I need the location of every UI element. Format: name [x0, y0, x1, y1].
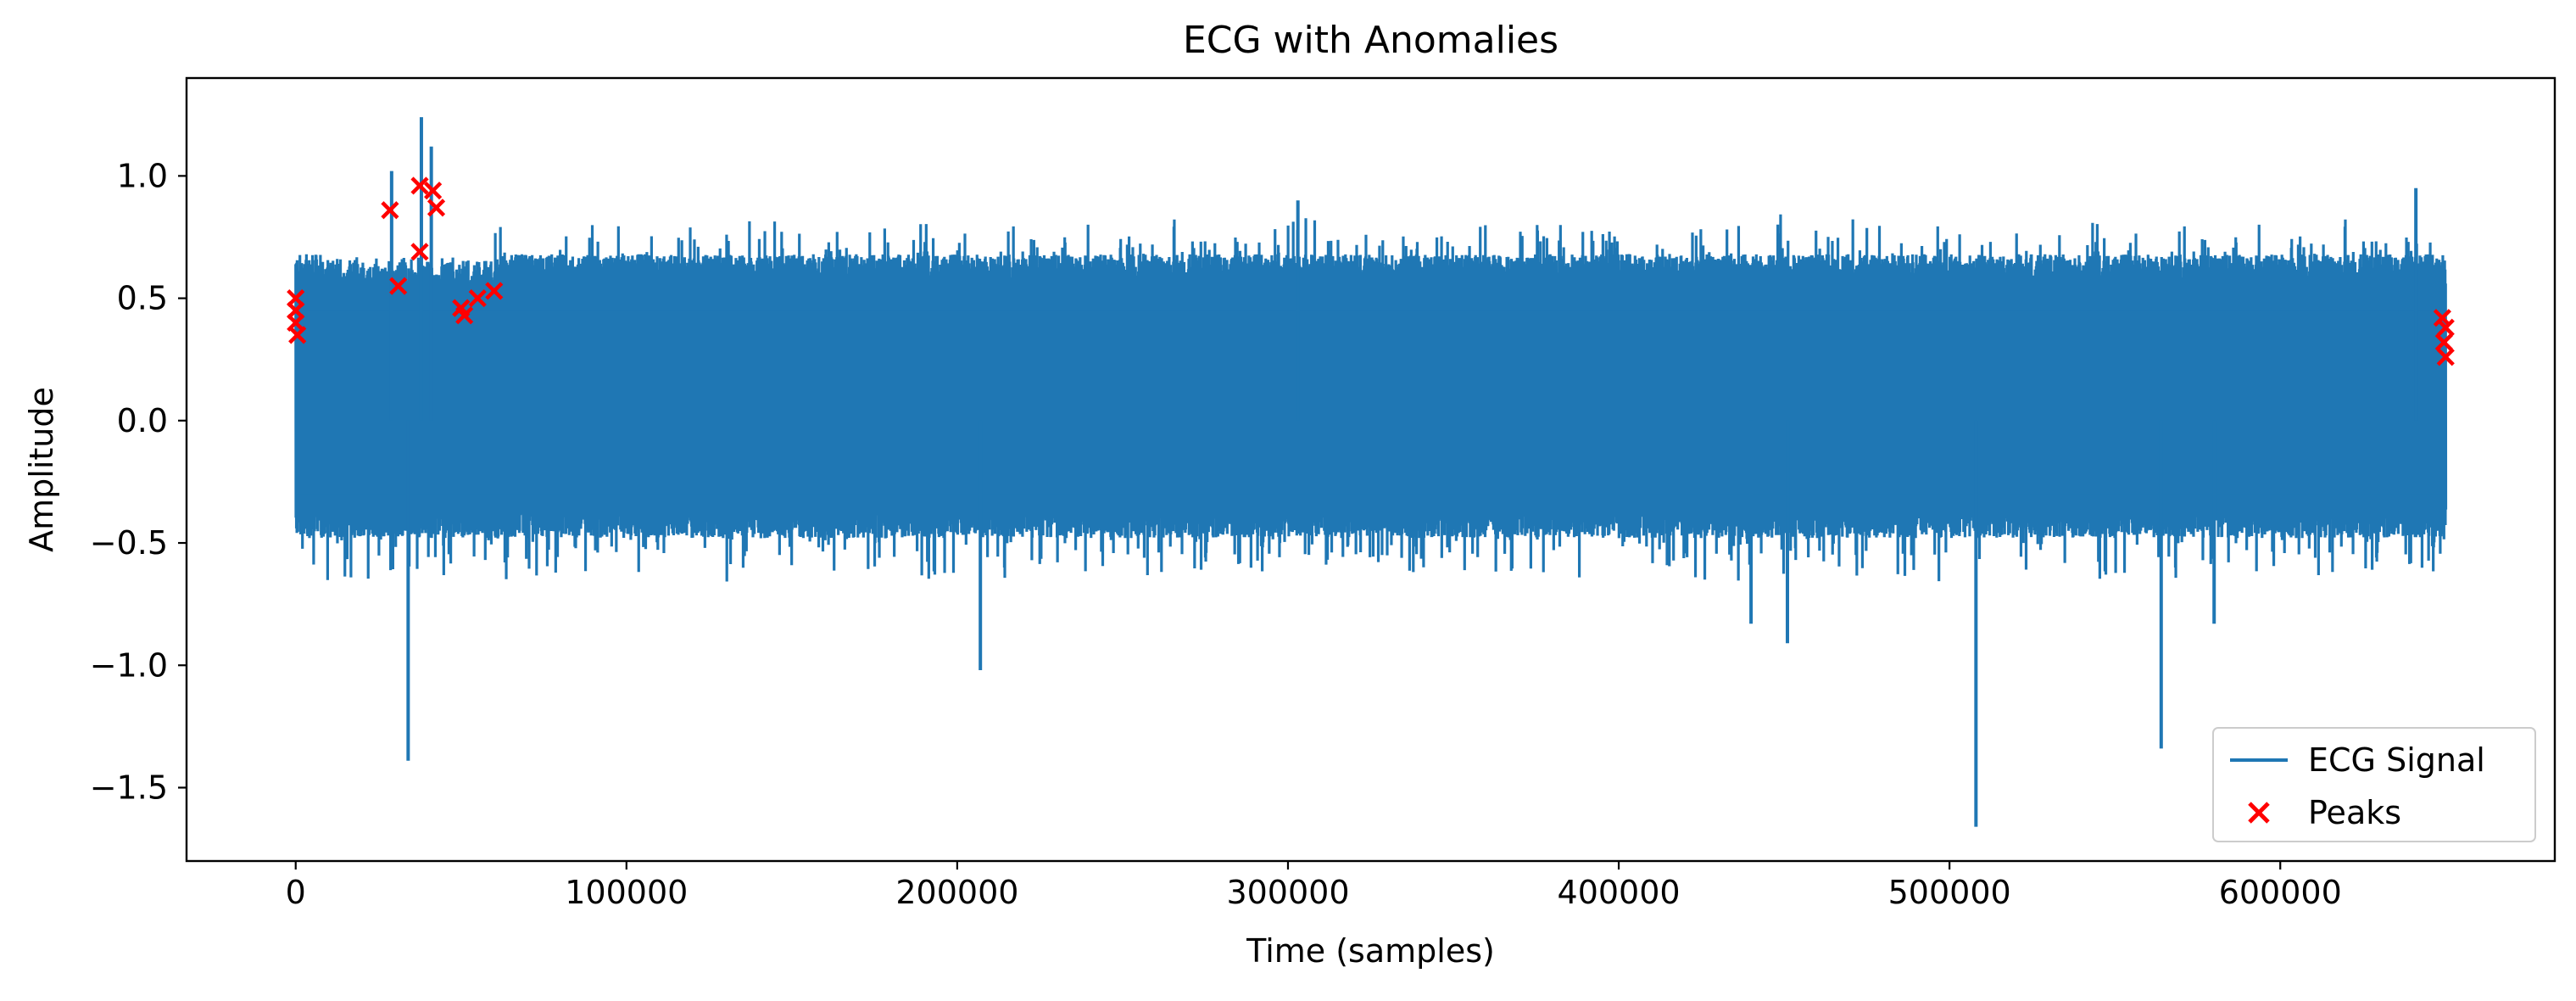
legend-x-swatch [2248, 802, 2270, 824]
peak-marker [410, 176, 429, 195]
y-tick-label: −0.5 [90, 524, 168, 562]
peak-marker [389, 277, 408, 295]
ecg-signal-core [295, 310, 2446, 495]
peak-marker [455, 306, 474, 325]
axes-layer: 0 100000 200000 300000 400000 500000 600000 1.0… [90, 76, 2556, 911]
peak-marker [288, 326, 307, 344]
peak-marker [427, 199, 446, 217]
chart-title: ECG with Anomalies [1183, 19, 1558, 62]
y-tick-label: −1.0 [90, 646, 168, 684]
x-axis-label: Time (samples) [1246, 932, 1495, 970]
x-tick-label: 300000 [1226, 874, 1349, 911]
plot-frame [185, 76, 2556, 863]
peaks-layer [287, 176, 2455, 366]
legend-label: ECG Signal [2308, 741, 2485, 779]
peak-marker [2434, 333, 2453, 352]
legend-label: Peaks [2308, 794, 2401, 831]
peak-marker [2433, 309, 2451, 327]
peak-marker [2436, 348, 2455, 366]
y-tick-label: 0.5 [117, 280, 168, 317]
peak-marker [2436, 318, 2455, 337]
y-tick-label: −1.5 [90, 769, 168, 806]
x-tick-label: 400000 [1558, 874, 1681, 911]
x-tick-label: 100000 [565, 874, 688, 911]
x-tick-label: 200000 [895, 874, 1018, 911]
x-tick-label: 600000 [2219, 874, 2342, 911]
signal-layer [294, 117, 2448, 827]
x-tick-label: 500000 [1888, 874, 2011, 911]
legend-box [2212, 727, 2536, 842]
peak-marker [410, 243, 429, 261]
y-tick-label: 0.0 [117, 402, 168, 439]
peak-marker [424, 182, 443, 200]
y-axis-label: Amplitude [23, 387, 60, 552]
y-tick-label: 1.0 [117, 157, 168, 194]
peak-marker [468, 289, 487, 308]
legend: ECG Signal Peaks [2212, 727, 2536, 842]
x-tick-label: 0 [286, 874, 306, 911]
peak-marker [381, 201, 399, 220]
peak-marker [485, 282, 504, 300]
